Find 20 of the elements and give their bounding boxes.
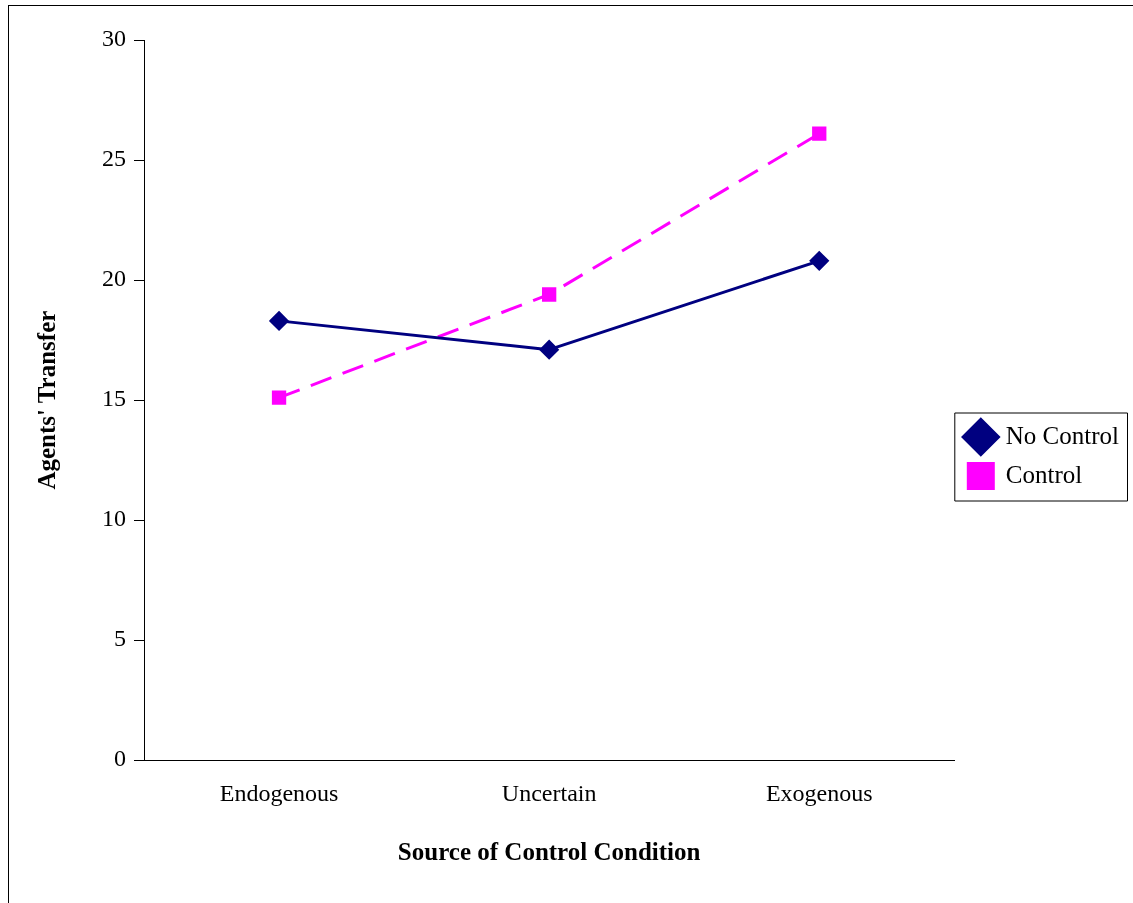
y-axis-title: Agents' Transfer [33, 310, 61, 490]
x-tick-label: Exogenous [765, 779, 873, 806]
point [812, 126, 827, 141]
x-tick-label: Uncertain [501, 779, 597, 806]
point [542, 287, 557, 302]
x-axis-title: Source of Control Condition [397, 838, 701, 866]
point [809, 251, 829, 271]
y-tick-label: 15 [102, 385, 126, 412]
legend-label: Control [1005, 460, 1083, 488]
y-tick-label: 10 [102, 505, 126, 532]
y-tick-label: 5 [114, 625, 126, 652]
point [539, 340, 559, 360]
y-tick-label: 20 [102, 265, 126, 292]
point [269, 311, 289, 331]
x-tick-label: Endogenous [219, 779, 339, 806]
point [271, 390, 287, 405]
legend-label: No Control [1005, 421, 1120, 449]
y-tick-label: 25 [102, 145, 126, 172]
y-tick-label: 0 [114, 745, 126, 772]
y-tick-label: 30 [102, 25, 126, 52]
